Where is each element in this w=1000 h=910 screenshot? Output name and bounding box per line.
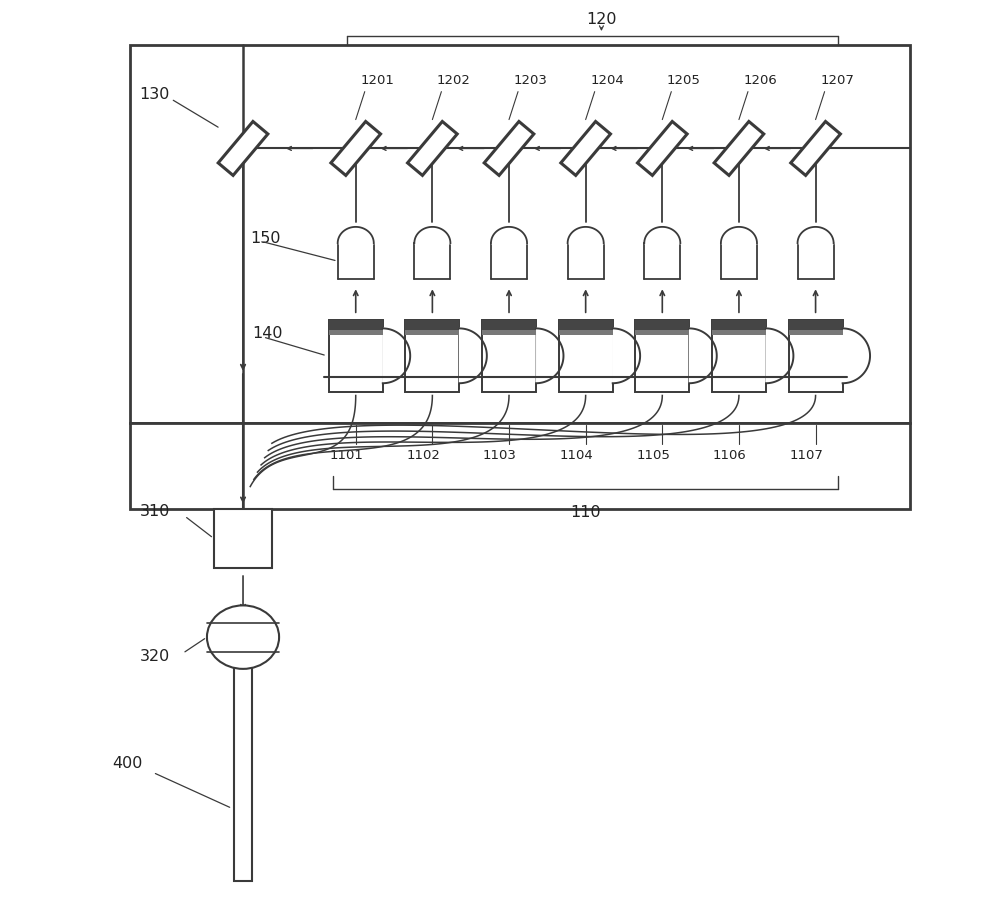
Text: 1205: 1205 xyxy=(667,74,701,87)
Bar xyxy=(329,319,383,329)
Bar xyxy=(405,329,459,335)
Bar xyxy=(130,45,910,423)
Text: 320: 320 xyxy=(139,650,170,664)
Bar xyxy=(405,319,459,329)
Bar xyxy=(559,329,613,335)
Text: 140: 140 xyxy=(252,326,283,340)
Text: 1206: 1206 xyxy=(743,74,777,87)
Polygon shape xyxy=(714,121,764,176)
Polygon shape xyxy=(218,121,268,176)
Bar xyxy=(789,319,843,329)
Polygon shape xyxy=(459,329,487,383)
Bar xyxy=(482,319,536,392)
Polygon shape xyxy=(408,121,457,176)
Bar xyxy=(635,319,689,329)
Bar xyxy=(329,319,383,392)
Text: 1105: 1105 xyxy=(636,449,670,461)
Bar xyxy=(789,329,843,335)
Bar xyxy=(214,509,272,568)
Bar xyxy=(789,319,843,392)
Ellipse shape xyxy=(207,605,279,669)
Text: 1103: 1103 xyxy=(483,449,517,461)
Bar xyxy=(635,319,689,392)
Bar xyxy=(482,319,536,329)
Text: 1207: 1207 xyxy=(820,74,854,87)
Text: 310: 310 xyxy=(139,504,170,519)
Bar xyxy=(712,319,766,329)
Text: 1204: 1204 xyxy=(590,74,624,87)
Text: 1201: 1201 xyxy=(360,74,394,87)
Bar xyxy=(559,319,613,392)
Text: 1107: 1107 xyxy=(790,449,824,461)
Bar xyxy=(234,662,252,881)
Bar xyxy=(712,319,766,392)
Text: 130: 130 xyxy=(139,86,170,102)
Polygon shape xyxy=(383,329,410,383)
Polygon shape xyxy=(613,329,640,383)
Bar xyxy=(635,329,689,335)
Text: 1102: 1102 xyxy=(406,449,440,461)
Text: 400: 400 xyxy=(112,756,143,771)
Text: 1106: 1106 xyxy=(713,449,747,461)
Bar xyxy=(559,319,613,329)
Polygon shape xyxy=(536,329,563,383)
Polygon shape xyxy=(843,329,870,383)
Text: 150: 150 xyxy=(250,231,281,246)
Text: 1202: 1202 xyxy=(437,74,471,87)
Text: 1101: 1101 xyxy=(330,449,364,461)
Bar xyxy=(482,329,536,335)
Bar xyxy=(130,423,910,509)
Bar xyxy=(712,329,766,335)
Bar xyxy=(405,319,459,392)
Polygon shape xyxy=(561,121,611,176)
Polygon shape xyxy=(689,329,717,383)
Polygon shape xyxy=(637,121,687,176)
Polygon shape xyxy=(484,121,534,176)
Polygon shape xyxy=(331,121,381,176)
Text: 1104: 1104 xyxy=(560,449,594,461)
Text: 110: 110 xyxy=(570,505,601,521)
Polygon shape xyxy=(766,329,793,383)
Text: 120: 120 xyxy=(586,12,617,27)
Text: 1203: 1203 xyxy=(514,74,547,87)
Polygon shape xyxy=(791,121,840,176)
Bar xyxy=(329,329,383,335)
